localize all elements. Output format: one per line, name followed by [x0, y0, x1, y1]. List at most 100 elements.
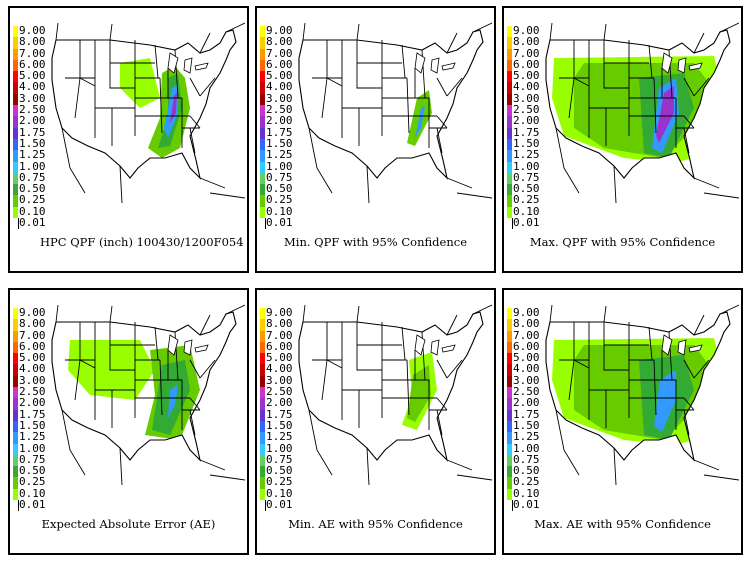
state-boundary: [436, 77, 448, 97]
legend-row: 0.75: [507, 452, 543, 467]
legend-label: 4.00: [266, 80, 293, 94]
lake-outline: [441, 344, 456, 353]
legend-label: 5.00: [266, 69, 293, 83]
legend-swatch: [507, 454, 512, 467]
legend-row: 2.00: [13, 115, 49, 128]
legend-row: 3.00: [260, 374, 296, 388]
legend-swatch: [260, 308, 265, 320]
lake-outline: [194, 62, 209, 71]
legend-label: 9.00: [19, 306, 46, 319]
legend-swatch: [260, 138, 265, 151]
legend-swatch: [13, 26, 18, 38]
mexico-caribbean-coast: [61, 127, 245, 204]
legend-row: 4.00: [507, 81, 543, 94]
legend-label: 9.00: [513, 24, 540, 37]
legend-swatch: [507, 116, 512, 128]
legend-label: 0.01: [19, 216, 46, 230]
state-boundary: [436, 409, 443, 436]
legend-label: 0.25: [19, 475, 46, 489]
panel-caption: HPC QPF (inch) 100430/1200F054: [40, 235, 244, 249]
legend-row: 9.00: [260, 24, 296, 38]
canada-border: [55, 304, 245, 336]
legend-swatch: [13, 432, 18, 444]
state-boundary: [693, 77, 710, 97]
legend-row: 2.00: [13, 397, 49, 410]
legend-label: 0.75: [513, 452, 540, 466]
legend-label: 3.00: [513, 91, 540, 105]
legend-label: 0.10: [266, 204, 293, 218]
legend-row: 0.10: [507, 204, 543, 219]
state-boundary: [603, 322, 629, 371]
legend-label: 0.75: [513, 170, 540, 184]
canada-border: [549, 22, 739, 54]
lake-outline: [183, 57, 193, 74]
lake-outline: [194, 344, 209, 353]
legend-swatch: [260, 364, 265, 376]
us-outline: [298, 29, 484, 180]
mexico-caribbean-coast: [308, 127, 492, 204]
legend-label: 9.00: [266, 306, 293, 319]
legend-row: 1.50: [260, 137, 296, 151]
legend-row: 1.00: [13, 160, 49, 173]
legend-swatch: [13, 454, 18, 467]
legend-label: 9.00: [266, 24, 293, 37]
legend-row: 7.00: [507, 47, 543, 60]
legend-label: 2.00: [266, 114, 293, 128]
legend-swatch: [260, 184, 265, 196]
legend-label: 0.10: [19, 204, 46, 218]
legend-swatch: [507, 26, 512, 38]
legend-row: 8.00: [260, 318, 296, 331]
legend-label: 9.00: [513, 306, 540, 319]
us-outline: [51, 311, 237, 462]
legend-row: 1.25: [507, 149, 543, 162]
panel-caption: Expected Absolute Error (AE): [41, 517, 216, 531]
legend-row: 6.00: [260, 58, 296, 72]
state-boundary: [683, 115, 695, 129]
legend-label: 5.00: [266, 351, 293, 365]
legend-row: 2.50: [260, 385, 296, 399]
legend-label: 0.25: [513, 475, 540, 489]
legend-row: 1.75: [507, 126, 543, 139]
precip-region: [168, 385, 178, 418]
legend-row: 2.50: [13, 386, 49, 399]
state-boundary: [189, 127, 196, 154]
legend-label: 3.00: [19, 373, 46, 387]
legend-swatch: [260, 116, 265, 128]
legend-label: 0.10: [513, 204, 540, 218]
legend-row: 7.00: [507, 329, 543, 342]
legend-label: 0.25: [19, 193, 46, 207]
state-boundary: [199, 77, 216, 97]
legend-label: 2.50: [266, 385, 293, 399]
precip-map: [51, 22, 245, 204]
legend-label: 7.00: [266, 46, 293, 60]
legend-swatch: [13, 420, 18, 433]
legend-row: 1.75: [13, 408, 49, 421]
legend-swatch: [13, 443, 18, 455]
legend-row: 9.00: [507, 306, 543, 320]
legend-label: 0.50: [19, 464, 46, 478]
legend-row: 0.01: [13, 499, 49, 512]
mexico-caribbean-coast: [555, 127, 739, 204]
legend-label: 5.00: [19, 69, 46, 83]
legend-swatch: [13, 387, 18, 399]
legend-row: 1.50: [260, 418, 296, 433]
legend-swatch: [260, 319, 265, 331]
legend-label: 1.50: [19, 136, 46, 150]
panel-hpc-qpf: 9.00 8.00 7.00 6.00 5.00 4.00 3.00 2.50 2.00 1.75…: [8, 6, 249, 273]
legend-swatch: [260, 37, 265, 49]
precip-map: [298, 304, 492, 486]
legend-swatch: [507, 127, 512, 139]
legend-swatch: [260, 466, 265, 478]
state-boundary: [79, 40, 96, 87]
legend-label: 0.75: [266, 452, 293, 466]
legend-label: 4.00: [19, 362, 46, 376]
legend-swatch: [507, 387, 512, 399]
legend-label: 8.00: [513, 317, 540, 331]
state-boundary: [326, 40, 343, 87]
legend-label: 1.50: [266, 418, 293, 432]
legend-swatch: [507, 218, 513, 230]
lake-outline: [183, 339, 193, 356]
legend-swatch: [260, 105, 265, 117]
legend-row: 0.50: [507, 465, 543, 478]
legend-row: 0.01: [260, 217, 296, 230]
